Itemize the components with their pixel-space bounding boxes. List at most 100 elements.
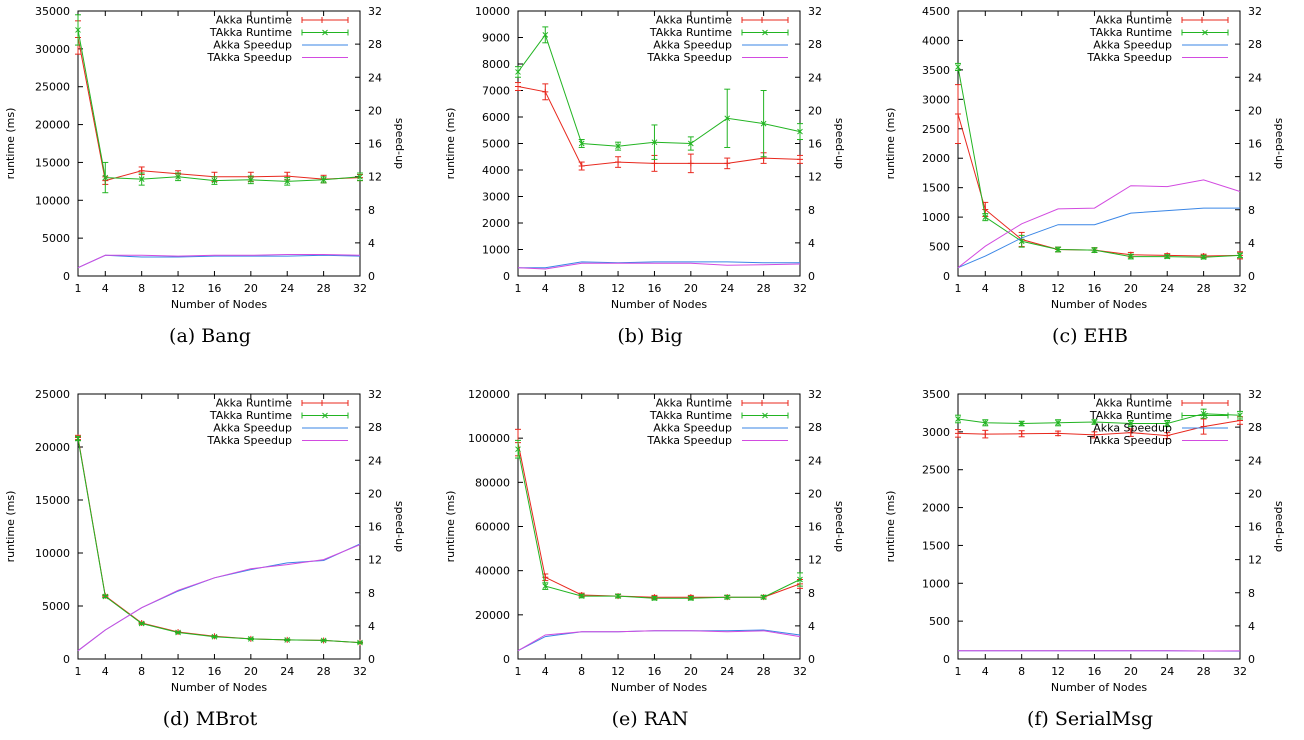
data-point xyxy=(687,595,694,602)
y2-axis-label: speed-up xyxy=(1273,501,1286,552)
data-point xyxy=(687,140,694,147)
data-point xyxy=(1018,430,1025,437)
chart-panel-ran: 0 20000 40000 60000 80000 100000 120000 0 4 8 12 16… xyxy=(440,383,860,740)
legend-label: Akka Speedup xyxy=(653,39,732,52)
y-axis-label: runtime (ms) xyxy=(884,108,897,180)
chart-panel-big: 0 1000 2000 3000 4000 5000 6000 7000 8000 9000 100… xyxy=(440,0,860,360)
data-point xyxy=(211,633,218,640)
y-tick-label: 1000 xyxy=(922,577,950,590)
data-point xyxy=(724,160,731,167)
y2-axis-label: speed-up xyxy=(1273,118,1286,169)
data-point xyxy=(542,88,549,95)
data-point xyxy=(578,140,585,147)
data-point xyxy=(75,435,81,442)
x-axis-label: Number of Nodes xyxy=(1051,298,1147,311)
y-tick-label: 6000 xyxy=(482,111,510,124)
x-tick-label: 4 xyxy=(982,282,989,295)
y2-tick-label: 20 xyxy=(1248,487,1262,500)
chart-caption: (b) Big xyxy=(617,325,683,347)
y-tick-label: 25000 xyxy=(35,388,70,401)
data-point xyxy=(357,639,363,646)
legend-label: TAkka Speedup xyxy=(206,51,292,64)
x-tick-label: 16 xyxy=(207,282,221,295)
y2-tick-label: 28 xyxy=(808,421,822,434)
legend-label: TAkka Runtime xyxy=(209,409,292,422)
legend-label: Akka Speedup xyxy=(1093,39,1172,52)
series-line xyxy=(957,207,1240,269)
y-tick-label: 40000 xyxy=(475,565,510,578)
y-axis-label: runtime (ms) xyxy=(4,108,17,180)
data-point xyxy=(138,620,145,627)
y2-tick-label: 4 xyxy=(368,620,375,633)
y-tick-label: 15000 xyxy=(35,494,70,507)
x-tick-label: 24 xyxy=(720,282,734,295)
y-tick-label: 80000 xyxy=(475,476,510,489)
x-tick-label: 16 xyxy=(1087,665,1101,678)
y-tick-label: 1000 xyxy=(922,211,950,224)
y-tick-label: 2000 xyxy=(922,502,950,515)
y-tick-label: 15000 xyxy=(35,156,70,169)
y2-tick-label: 32 xyxy=(808,5,822,18)
legend-marker-x xyxy=(301,412,349,419)
y-tick-label: 0 xyxy=(503,653,510,666)
y2-tick-label: 24 xyxy=(808,454,822,467)
x-tick-label: 12 xyxy=(171,282,185,295)
series-line xyxy=(957,66,1241,258)
y2-axis-label: speed-up xyxy=(393,118,406,169)
y2-tick-label: 28 xyxy=(808,38,822,51)
series-line xyxy=(517,449,801,599)
legend-marker-plus xyxy=(1181,17,1229,23)
data-point xyxy=(1164,420,1171,427)
legend-marker-plus xyxy=(741,400,789,406)
y2-tick-label: 12 xyxy=(368,171,382,184)
y2-tick-label: 28 xyxy=(1248,38,1262,51)
data-point xyxy=(1237,412,1243,419)
data-point xyxy=(1164,253,1171,260)
data-point xyxy=(1091,419,1098,425)
data-point xyxy=(651,595,658,602)
legend-label: TAkka Speedup xyxy=(646,434,732,447)
y-tick-label: 500 xyxy=(929,615,950,628)
legend-label: Akka Runtime xyxy=(1096,14,1172,27)
x-tick-label: 24 xyxy=(1160,665,1174,678)
data-point xyxy=(1091,247,1098,253)
x-tick-label: 16 xyxy=(207,665,221,678)
series-line xyxy=(517,629,801,652)
y2-tick-label: 16 xyxy=(368,138,382,151)
y2-tick-label: 24 xyxy=(1248,454,1262,467)
series-takka-runtime xyxy=(75,14,363,194)
legend-label: Akka Speedup xyxy=(653,422,732,435)
y2-tick-label: 4 xyxy=(368,237,375,250)
x-tick-label: 32 xyxy=(1233,665,1247,678)
y-axis-label: runtime (ms) xyxy=(884,491,897,563)
y-tick-label: 35000 xyxy=(35,5,70,18)
x-tick-label: 12 xyxy=(611,665,625,678)
y2-tick-label: 12 xyxy=(808,554,822,567)
data-point xyxy=(955,111,961,118)
x-axis-label: Number of Nodes xyxy=(171,681,267,694)
legend-marker-x xyxy=(741,412,789,419)
series-akka-speedup xyxy=(517,629,801,652)
legend-label: TAkka Speedup xyxy=(1086,51,1172,64)
legend-label: Akka Speedup xyxy=(213,422,292,435)
data-point xyxy=(615,593,621,599)
data-point xyxy=(1200,254,1207,261)
legend-label: Akka Runtime xyxy=(656,14,732,27)
y2-axis-label: speed-up xyxy=(393,501,406,552)
data-point xyxy=(1055,419,1061,426)
y-tick-label: 5000 xyxy=(482,138,510,151)
y-tick-label: 2000 xyxy=(482,217,510,230)
y2-tick-label: 12 xyxy=(1248,171,1262,184)
y-tick-label: 1500 xyxy=(922,182,950,195)
chart-caption: (f) SerialMsg xyxy=(1026,708,1154,730)
data-point xyxy=(651,160,658,167)
data-point xyxy=(797,128,803,135)
y-tick-label: 0 xyxy=(943,270,950,283)
y-tick-label: 1500 xyxy=(922,539,950,552)
legend-label: TAkka Runtime xyxy=(209,26,292,39)
legend-marker-x xyxy=(1181,412,1229,419)
y2-tick-label: 4 xyxy=(808,620,815,633)
series-line xyxy=(517,86,801,167)
x-tick-label: 1 xyxy=(75,282,82,295)
